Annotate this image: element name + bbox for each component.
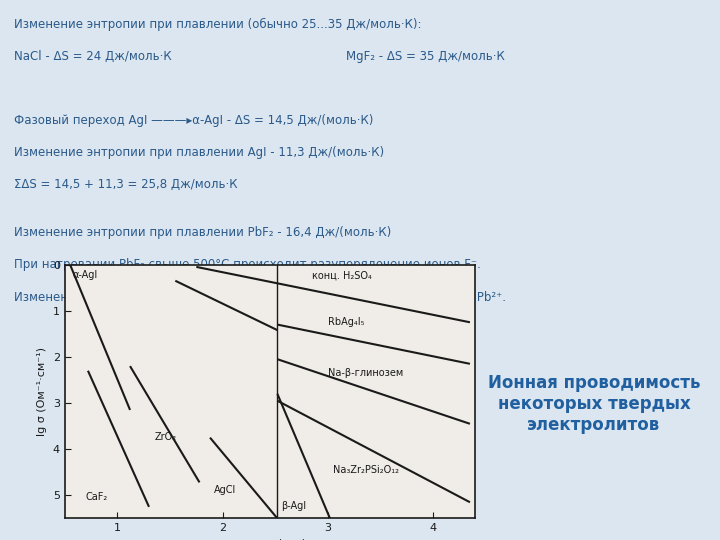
Text: ZrO₂: ZrO₂ bbox=[154, 432, 176, 442]
Text: AgCl: AgCl bbox=[215, 485, 236, 495]
Text: β-AgI: β-AgI bbox=[282, 502, 307, 511]
X-axis label: 1000/T (К⁻¹): 1000/T (К⁻¹) bbox=[233, 539, 307, 540]
Text: Изменение энтропии при плавлении AgI - 11,3 Дж/(моль·К): Изменение энтропии при плавлении AgI - 1… bbox=[14, 146, 384, 159]
Text: Изменение энтропии при плавлении (обычно 25...35 Дж/моль·К):: Изменение энтропии при плавлении (обычно… bbox=[14, 18, 422, 31]
Text: При нагревании PbF₂ свыше 500°C происходит разупорядочение ионов F⁻.: При нагревании PbF₂ свыше 500°C происход… bbox=[14, 259, 481, 272]
Text: CaF₂: CaF₂ bbox=[86, 492, 108, 502]
Text: конц. H₂SO₄: конц. H₂SO₄ bbox=[312, 271, 372, 281]
Text: Na₃Zr₂PSi₂O₁₂: Na₃Zr₂PSi₂O₁₂ bbox=[333, 464, 399, 475]
Text: Изменение энтропии плавления соответствует разупорядочению только Pb²⁺.: Изменение энтропии плавления соответству… bbox=[14, 291, 506, 303]
Text: Изменение энтропии при плавлении PbF₂ - 16,4 Дж/(моль·К): Изменение энтропии при плавлении PbF₂ - … bbox=[14, 226, 392, 239]
Text: Фазовый переход AgI ———▸α-AgI - ΔS = 14,5 Дж/(моль·К): Фазовый переход AgI ———▸α-AgI - ΔS = 14,… bbox=[14, 114, 374, 127]
Text: ΣΔS = 14,5 + 11,3 = 25,8 Дж/моль·К: ΣΔS = 14,5 + 11,3 = 25,8 Дж/моль·К bbox=[14, 178, 238, 191]
Text: NaCl - ΔS = 24 Дж/моль·К: NaCl - ΔS = 24 Дж/моль·К bbox=[14, 50, 172, 63]
Text: RbAg₄I₅: RbAg₄I₅ bbox=[328, 317, 364, 327]
Text: α-AgI: α-AgI bbox=[72, 270, 97, 280]
Text: Ионная проводимость
некоторых твердых
электролитов: Ионная проводимость некоторых твердых эл… bbox=[487, 374, 701, 434]
Text: Na-β-глинозем: Na-β-глинозем bbox=[328, 368, 403, 377]
Y-axis label: lg σ (Ом⁻¹·см⁻¹): lg σ (Ом⁻¹·см⁻¹) bbox=[37, 347, 48, 436]
Text: MgF₂ - ΔS = 35 Дж/моль·К: MgF₂ - ΔS = 35 Дж/моль·К bbox=[346, 50, 505, 63]
